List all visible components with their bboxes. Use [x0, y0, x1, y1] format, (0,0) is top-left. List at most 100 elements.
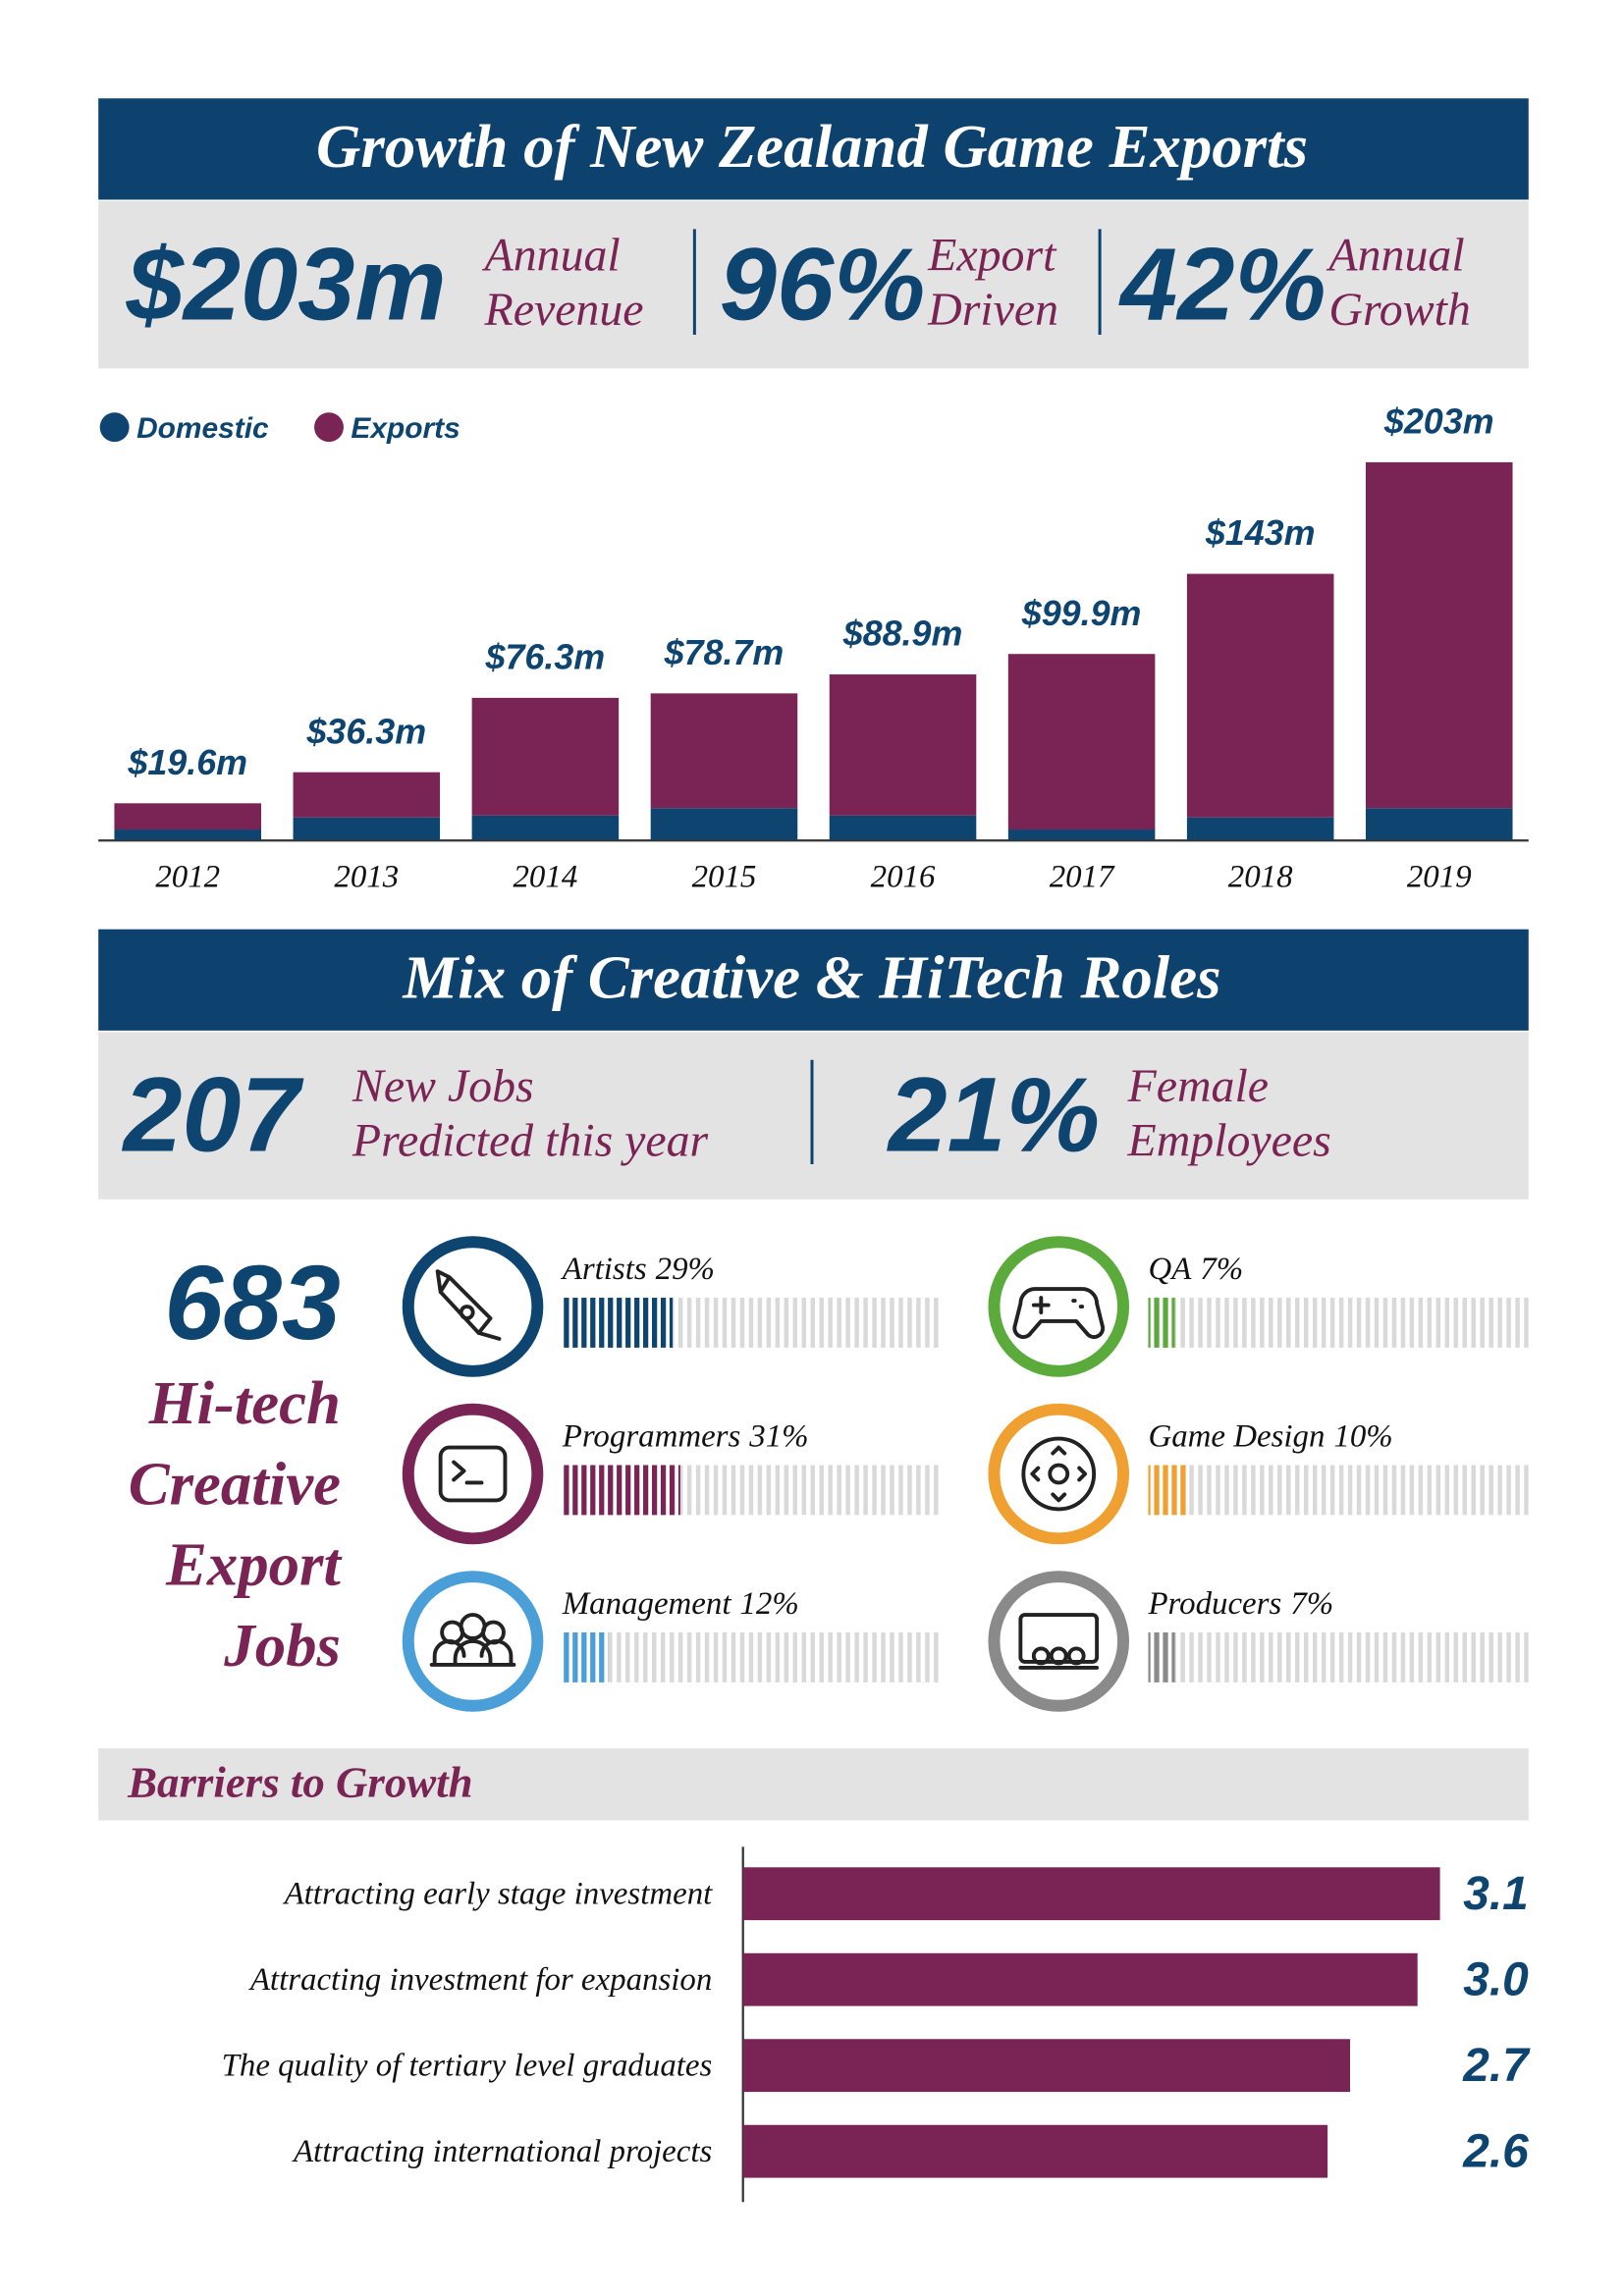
- stat-label: Revenue: [484, 284, 644, 336]
- x-tick-label: 2012: [155, 859, 220, 894]
- bar: [1148, 1632, 1175, 1682]
- bar: [562, 1632, 609, 1682]
- icon-people: [429, 1613, 516, 1667]
- bar: [742, 1952, 1418, 2006]
- stat-label: Export: [927, 230, 1057, 282]
- stat-label: New Jobs: [352, 1060, 534, 1112]
- icon-ring: [988, 1571, 1130, 1712]
- title: Mix of Creative & HiTech Roles: [402, 942, 1220, 1011]
- role-name: Game Design: [1148, 1418, 1325, 1454]
- icon-ring: [402, 1236, 544, 1377]
- role-value: 31%: [748, 1418, 808, 1454]
- bar-segment: [1186, 817, 1334, 840]
- bar: [1148, 1298, 1175, 1348]
- header-bar: [98, 98, 1529, 200]
- section-title: Barriers to Growth: [127, 1757, 473, 1806]
- bar-segment: [471, 815, 620, 840]
- role-label: Game Design 10%: [1148, 1418, 1392, 1454]
- role-value: 7%: [1290, 1586, 1333, 1622]
- bar-segment: [829, 674, 977, 816]
- stat-value: 21%: [887, 1056, 1100, 1174]
- stat-value: 96%: [720, 227, 925, 342]
- value-label: 2.6: [1462, 2125, 1529, 2177]
- stat-label: Female: [1127, 1060, 1269, 1112]
- role-value: 10%: [1333, 1418, 1392, 1454]
- x-tick-label: 2014: [513, 859, 577, 894]
- stat-value: 207: [122, 1056, 305, 1174]
- role-value: 7%: [1200, 1252, 1243, 1287]
- total-label: $19.6m: [127, 743, 247, 782]
- role-name: Producers: [1147, 1586, 1281, 1622]
- total-label: $76.3m: [485, 638, 606, 677]
- x-tick-label: 2019: [1407, 859, 1472, 894]
- bar-segment: [1186, 573, 1334, 818]
- jobs-value: 683: [164, 1244, 341, 1362]
- role-name: Programmers: [562, 1418, 741, 1454]
- icon-theatre: [1018, 1613, 1100, 1670]
- bar: [742, 2124, 1328, 2178]
- bar-segment: [1007, 654, 1156, 830]
- category-label: Attracting international projects: [292, 2134, 712, 2169]
- value-label: 2.7: [1462, 2040, 1531, 2092]
- category-label: The quality of tertiary level graduates: [222, 2049, 713, 2084]
- legend-label: Domestic: [136, 412, 269, 445]
- stat-value: $203m: [126, 227, 447, 342]
- bar: [1148, 1465, 1187, 1516]
- x-tick-label: 2013: [334, 859, 399, 894]
- jobs-label: Export: [165, 1530, 344, 1599]
- total-label: $143m: [1205, 513, 1316, 553]
- stat-label: Predicted this year: [352, 1114, 709, 1166]
- bar-segment: [114, 829, 262, 840]
- role-value: 12%: [739, 1586, 798, 1622]
- role-label: Artists 29%: [561, 1252, 715, 1287]
- icons: [429, 1269, 1106, 1670]
- icon-ring: [988, 1403, 1130, 1545]
- role-label: QA 7%: [1148, 1252, 1243, 1287]
- stat-label: Annual: [1326, 230, 1464, 282]
- legend-swatch: [99, 412, 130, 443]
- stat-label: Driven: [927, 284, 1058, 336]
- bar-segment: [1365, 461, 1513, 809]
- total-label: $88.9m: [842, 614, 963, 654]
- x-tick-label: 2016: [871, 859, 936, 894]
- bar: [742, 1867, 1440, 1921]
- bar-segment: [1007, 829, 1156, 840]
- x-tick-label: 2018: [1228, 859, 1293, 894]
- role-name: QA: [1148, 1252, 1192, 1287]
- bar-track: [1148, 1298, 1529, 1348]
- jobs-label: Jobs: [223, 1611, 341, 1680]
- category-label: Attracting early stage investment: [283, 1877, 714, 1912]
- icon-ring: [402, 1403, 544, 1545]
- bar-segment: [1365, 808, 1513, 840]
- x-tick-label: 2015: [692, 859, 757, 894]
- header-bar: [98, 929, 1529, 1031]
- value-label: 3.0: [1463, 1953, 1529, 2005]
- bar-segment: [293, 772, 441, 818]
- title: Growth of New Zealand Game Exports: [316, 112, 1308, 181]
- bar-track: [1148, 1632, 1529, 1682]
- stat-label: Employees: [1127, 1114, 1331, 1166]
- bar-segment: [114, 803, 262, 830]
- total-label: $203m: [1383, 402, 1494, 442]
- icon-dpad: [1021, 1436, 1097, 1512]
- bar-track: [562, 1632, 944, 1682]
- stat-value: 42%: [1118, 227, 1326, 342]
- role-label: Producers 7%: [1147, 1586, 1333, 1622]
- jobs-label: Creative: [129, 1449, 341, 1518]
- bar: [562, 1465, 680, 1516]
- icon-ring: [988, 1236, 1130, 1377]
- bar: [742, 2039, 1350, 2093]
- x-tick-label: 2017: [1050, 859, 1115, 894]
- total-label: $99.9m: [1021, 594, 1142, 633]
- bar-segment: [650, 808, 798, 840]
- bar-segment: [650, 693, 798, 809]
- barriers-band: [98, 1748, 1529, 1821]
- role-value: 29%: [656, 1252, 715, 1287]
- stats-band: [98, 200, 1529, 369]
- role-label: Management 12%: [562, 1586, 799, 1622]
- total-label: $78.7m: [664, 633, 785, 672]
- role-name: Artists: [561, 1252, 647, 1287]
- bar: [562, 1298, 674, 1348]
- category-label: Attracting investment for expansion: [248, 1962, 712, 1998]
